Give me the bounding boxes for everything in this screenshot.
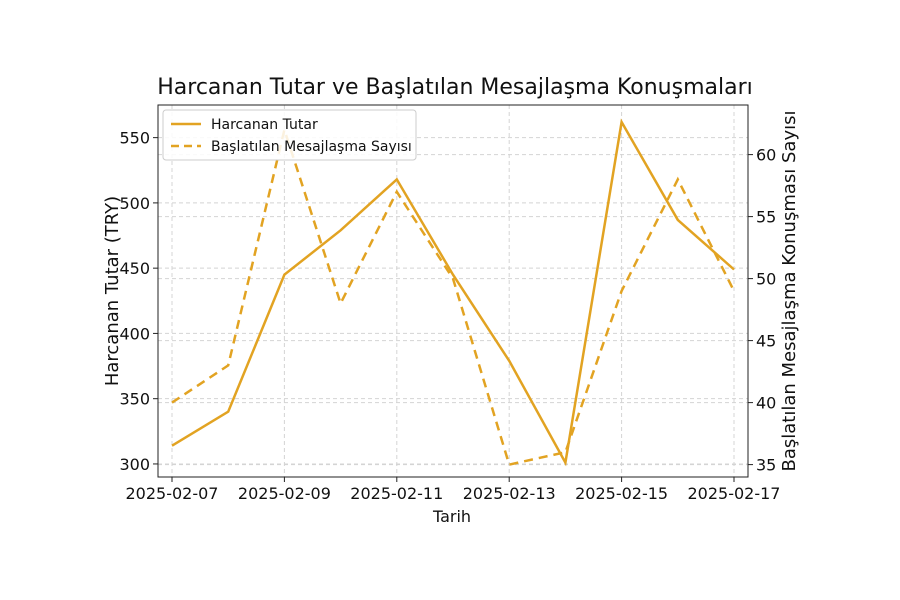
chart-title: Harcanan Tutar ve Başlatılan Mesajlaşma … xyxy=(157,75,753,100)
x-tick-label: 2025-02-15 xyxy=(575,484,668,503)
x-axis-label: Tarih xyxy=(432,507,471,526)
right-tick-label: 60 xyxy=(756,146,776,165)
grid xyxy=(158,105,748,477)
x-axis-ticks: 2025-02-07 2025-02-09 2025-02-11 2025-02-13… xyxy=(126,477,781,503)
right-axis-ticks: 35 40 45 50 55 60 xyxy=(748,146,776,475)
x-tick-label: 2025-02-11 xyxy=(350,484,443,503)
right-tick-label: 35 xyxy=(756,456,776,475)
right-tick-label: 45 xyxy=(756,332,776,351)
left-tick-label: 350 xyxy=(119,390,150,409)
left-tick-label: 500 xyxy=(119,194,150,213)
legend-label-baslatilan: Başlatılan Mesajlaşma Sayısı xyxy=(211,139,412,155)
legend: Harcanan Tutar Başlatılan Mesajlaşma Say… xyxy=(162,109,417,161)
plot-frame xyxy=(157,104,749,478)
x-tick-label: 2025-02-09 xyxy=(238,484,331,503)
y-axis-left-label: Harcanan Tutar (TRY) xyxy=(102,196,123,386)
right-tick-label: 40 xyxy=(756,394,776,413)
left-tick-label: 450 xyxy=(119,259,150,278)
series-lines xyxy=(171,118,736,467)
legend-label-harcanan: Harcanan Tutar xyxy=(211,117,318,133)
left-tick-label: 550 xyxy=(119,129,150,148)
x-tick-label: 2025-02-17 xyxy=(688,484,781,503)
left-tick-label: 300 xyxy=(119,455,150,474)
legend-box xyxy=(162,109,417,161)
x-tick-label: 2025-02-13 xyxy=(463,484,556,503)
right-tick-label: 55 xyxy=(756,208,776,227)
right-tick-label: 50 xyxy=(756,270,776,289)
series-line-harcanan xyxy=(171,118,735,467)
series-line-baslatilan xyxy=(171,125,736,467)
x-tick-label: 2025-02-07 xyxy=(126,484,219,503)
y-axis-right-label: Başlatılan Mesajlaşma Konuşması Sayısı xyxy=(779,111,800,472)
left-axis-ticks: 300 350 400 450 500 550 xyxy=(119,129,158,474)
left-tick-label: 400 xyxy=(119,324,150,343)
